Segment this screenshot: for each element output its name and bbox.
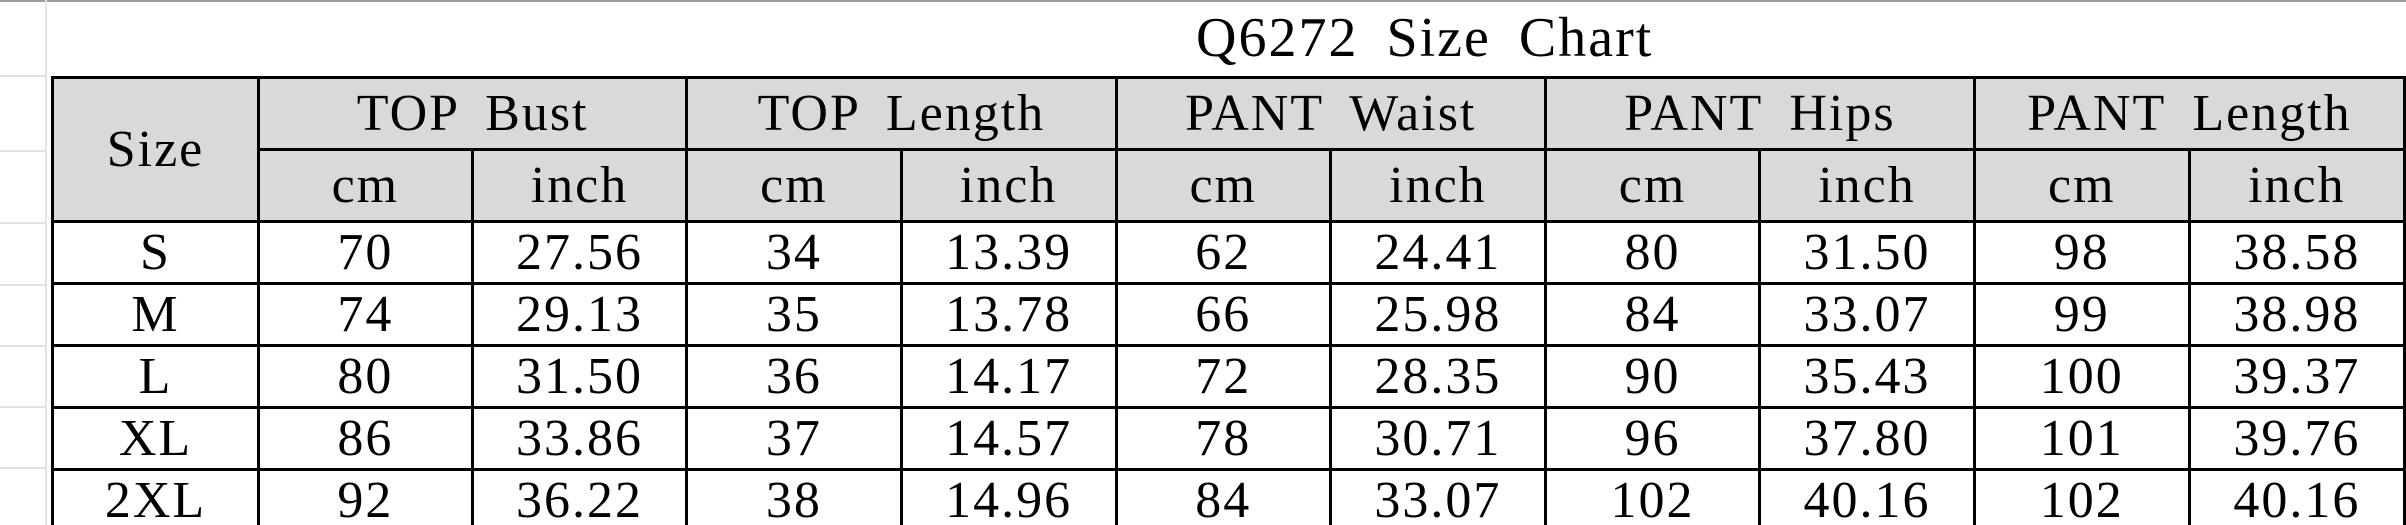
page-title: Q6272 Size Chart — [1196, 7, 1654, 69]
value-cell: 39.76 — [2187, 406, 2406, 471]
table-row-xl: XL 86 33.86 37 14.57 78 30.71 96 37.80 1… — [51, 406, 2406, 471]
margin-gridline — [0, 284, 45, 286]
unit-header-row: cm inch cm inch cm inch cm inch cm inch — [53, 148, 2406, 223]
top-edge-gridline — [0, 0, 2406, 2]
value-cell: 72 — [1114, 344, 1332, 409]
size-chart-table: Size TOP Bust TOP Length PANT Waist PANT… — [51, 76, 2406, 525]
unit-header-inch: inch — [1758, 148, 1976, 223]
margin-gridline — [0, 222, 45, 224]
value-cell: 36 — [685, 344, 903, 409]
value-cell: 33.07 — [1758, 282, 1976, 347]
group-header-row: Size TOP Bust TOP Length PANT Waist PANT… — [51, 76, 2406, 223]
value-cell: 84 — [1114, 468, 1332, 525]
value-cell: 31.50 — [470, 344, 689, 409]
value-cell: 84 — [1543, 282, 1762, 347]
value-cell: 66 — [1114, 282, 1332, 347]
value-cell: 30.71 — [1328, 406, 1547, 471]
value-cell: 33.86 — [470, 406, 689, 471]
value-cell: 100 — [1972, 344, 2191, 409]
unit-header-inch: inch — [1328, 148, 1547, 223]
unit-header-inch: inch — [470, 148, 689, 223]
size-cell: M — [51, 282, 261, 347]
group-header-pant-hips: PANT Hips — [1543, 76, 1976, 151]
size-cell: 2XL — [51, 468, 261, 525]
value-cell: 33.07 — [1328, 468, 1547, 525]
value-cell: 25.98 — [1328, 282, 1547, 347]
group-header-pant-waist: PANT Waist — [1114, 76, 1547, 151]
unit-header-cm: cm — [685, 148, 903, 223]
value-cell: 99 — [1972, 282, 2191, 347]
value-cell: 28.35 — [1328, 344, 1547, 409]
group-header-top-length: TOP Length — [685, 76, 1118, 151]
size-cell: XL — [51, 406, 261, 471]
table-row-s: S 70 27.56 34 13.39 62 24.41 80 31.50 98… — [51, 220, 2406, 285]
group-header-top-bust: TOP Bust — [257, 76, 689, 151]
value-cell: 102 — [1972, 468, 2191, 525]
value-cell: 29.13 — [470, 282, 689, 347]
table-row-l: L 80 31.50 36 14.17 72 28.35 90 35.43 10… — [51, 344, 2406, 409]
value-cell: 38.58 — [2187, 220, 2406, 285]
value-cell: 13.78 — [899, 282, 1118, 347]
unit-header-cm: cm — [1114, 148, 1332, 223]
size-cell: L — [51, 344, 261, 409]
value-cell: 86 — [257, 406, 474, 471]
value-cell: 35.43 — [1758, 344, 1976, 409]
margin-gridline — [0, 150, 45, 152]
margin-gridline — [0, 345, 45, 347]
unit-header-inch: inch — [2187, 148, 2406, 223]
value-cell: 80 — [1543, 220, 1762, 285]
value-cell: 27.56 — [470, 220, 689, 285]
unit-header-cm: cm — [1543, 148, 1762, 223]
value-cell: 90 — [1543, 344, 1762, 409]
value-cell: 14.57 — [899, 406, 1118, 471]
value-cell: 70 — [257, 220, 474, 285]
value-cell: 40.16 — [2187, 468, 2406, 525]
value-cell: 80 — [257, 344, 474, 409]
value-cell: 35 — [685, 282, 903, 347]
value-cell: 102 — [1543, 468, 1762, 525]
value-cell: 39.37 — [2187, 344, 2406, 409]
value-cell: 96 — [1543, 406, 1762, 471]
value-cell: 98 — [1972, 220, 2191, 285]
value-cell: 74 — [257, 282, 474, 347]
value-cell: 36.22 — [470, 468, 689, 525]
size-cell: S — [51, 220, 261, 285]
value-cell: 14.96 — [899, 468, 1118, 525]
margin-gridline — [0, 467, 45, 469]
size-chart-table-wrap: Size TOP Bust TOP Length PANT Waist PANT… — [51, 76, 2406, 525]
value-cell: 38.98 — [2187, 282, 2406, 347]
margin-gridline — [0, 75, 45, 77]
group-header-pant-length: PANT Length — [1972, 76, 2406, 151]
table-row-m: M 74 29.13 35 13.78 66 25.98 84 33.07 99… — [51, 282, 2406, 347]
value-cell: 101 — [1972, 406, 2191, 471]
value-cell: 40.16 — [1758, 468, 1976, 525]
unit-header-cm: cm — [257, 148, 474, 223]
value-cell: 14.17 — [899, 344, 1118, 409]
value-cell: 24.41 — [1328, 220, 1547, 285]
value-cell: 78 — [1114, 406, 1332, 471]
value-cell: 37 — [685, 406, 903, 471]
value-cell: 92 — [257, 468, 474, 525]
value-cell: 34 — [685, 220, 903, 285]
value-cell: 13.39 — [899, 220, 1118, 285]
value-cell: 62 — [1114, 220, 1332, 285]
margin-vertical-gridline — [45, 0, 47, 525]
unit-header-cm: cm — [1972, 148, 2191, 223]
value-cell: 37.80 — [1758, 406, 1976, 471]
table-row-2xl: 2XL 92 36.22 38 14.96 84 33.07 102 40.16… — [51, 468, 2406, 525]
size-column-header: Size — [51, 76, 261, 223]
margin-gridline — [0, 406, 45, 408]
unit-header-inch: inch — [899, 148, 1118, 223]
value-cell: 38 — [685, 468, 903, 525]
value-cell: 31.50 — [1758, 220, 1976, 285]
